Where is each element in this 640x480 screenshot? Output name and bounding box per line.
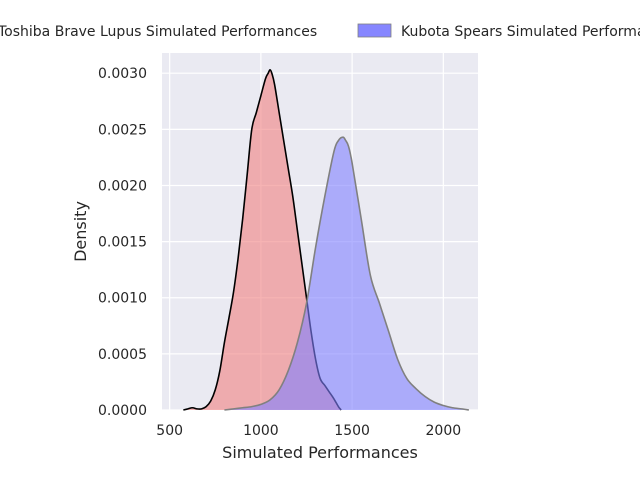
y-tick-label: 0.0000 <box>98 403 147 419</box>
x-tick-label: 1500 <box>334 423 370 439</box>
kubota-spears-simulated-performances-area <box>224 137 469 410</box>
legend-label: Kubota Spears Simulated Performances <box>401 24 640 40</box>
x-tick-label: 1000 <box>243 423 279 439</box>
y-tick-label: 0.0015 <box>98 235 147 251</box>
y-tick-label: 0.0025 <box>98 122 147 138</box>
x-tick-label: 2000 <box>426 423 462 439</box>
y-axis: 0.0000 0.0005 0.0010 0.0015 0.0020 0.0025 0.00… <box>98 66 147 419</box>
series-layer <box>183 69 470 411</box>
legend-label: Toshiba Brave Lupus Simulated Performanc… <box>0 24 317 40</box>
x-axis-label: Simulated Performances <box>222 443 418 462</box>
y-tick-label: 0.0030 <box>98 66 147 82</box>
y-axis-label: Density <box>71 201 90 262</box>
legend-swatch <box>357 23 392 38</box>
legend: Toshiba Brave Lupus Simulated Performanc… <box>0 23 640 40</box>
x-axis: 500 1000 1500 2000 <box>156 423 461 439</box>
kubota-spears-simulated-performances-line <box>224 136 470 411</box>
y-tick-label: 0.0010 <box>98 291 147 307</box>
y-tick-label: 0.0005 <box>98 347 147 363</box>
y-tick-label: 0.0020 <box>98 178 147 194</box>
x-tick-label: 500 <box>156 423 183 439</box>
